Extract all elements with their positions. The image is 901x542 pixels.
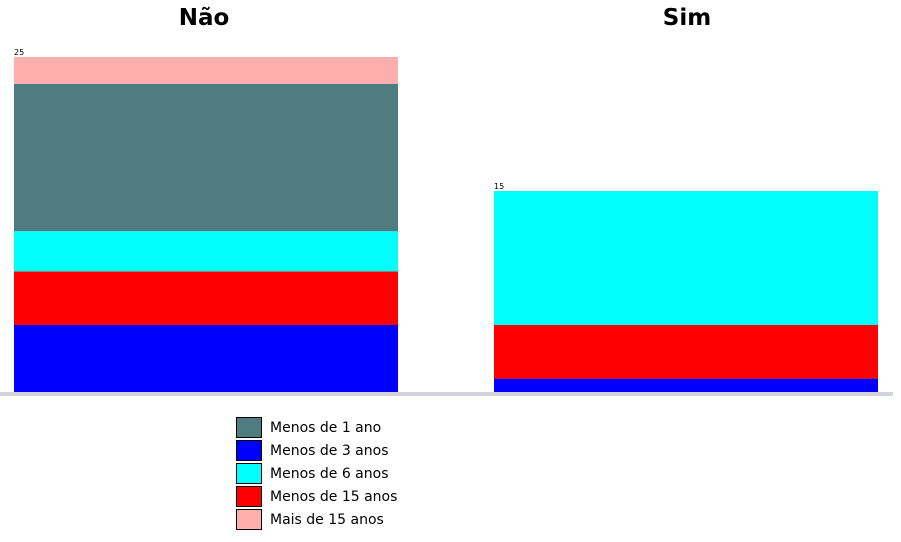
legend-label: Menos de 1 ano (270, 419, 382, 436)
legend-swatch (236, 440, 262, 461)
legend-swatch (236, 509, 262, 530)
legend-item: Mais de 15 anos (236, 508, 397, 531)
bar-segment-0-2 (14, 231, 398, 272)
bar-segment-1-1 (494, 325, 878, 379)
legend-label: Menos de 3 anos (270, 442, 389, 459)
panel-title-1: Sim (663, 5, 711, 31)
legend-swatch (236, 417, 262, 438)
bar-total-label-0: 25 (14, 48, 24, 57)
legend-label: Mais de 15 anos (270, 511, 384, 528)
bar-segment-1-2 (494, 191, 878, 325)
legend-swatch (236, 486, 262, 507)
bar-segment-0-1 (14, 271, 398, 325)
legend-item: Menos de 1 ano (236, 416, 397, 439)
chart-baseline (0, 392, 893, 396)
bar-segment-0-0 (14, 325, 398, 392)
bar-segment-1-0 (494, 378, 878, 392)
legend-label: Menos de 6 anos (270, 465, 389, 482)
stacked-bar-chart: Não 25 Sim 15 (0, 5, 893, 396)
bar-segment-0-3 (14, 83, 398, 232)
legend: Menos de 1 ano Menos de 3 anos Menos de 6 … (236, 416, 397, 531)
bar-total-label-1: 15 (494, 182, 504, 191)
legend-item: Menos de 6 anos (236, 462, 397, 485)
bar-segment-0-4 (14, 57, 398, 84)
legend-label: Menos de 15 anos (270, 488, 398, 505)
legend-swatch (236, 463, 262, 484)
legend-item: Menos de 3 anos (236, 439, 397, 462)
legend-item: Menos de 15 anos (236, 485, 397, 508)
panel-title-0: Não (179, 5, 230, 31)
